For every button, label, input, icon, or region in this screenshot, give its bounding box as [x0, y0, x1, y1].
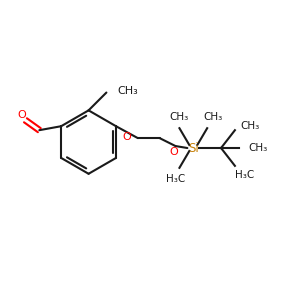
Text: CH₃: CH₃ — [203, 112, 223, 122]
Text: O: O — [123, 132, 131, 142]
Text: H₃C: H₃C — [235, 170, 254, 180]
Text: CH₃: CH₃ — [170, 112, 189, 122]
Text: CH₃: CH₃ — [241, 121, 260, 131]
Text: CH₃: CH₃ — [117, 85, 138, 96]
Text: Si: Si — [188, 142, 199, 154]
Text: O: O — [17, 110, 26, 120]
Text: O: O — [169, 147, 178, 157]
Text: CH₃: CH₃ — [249, 143, 268, 153]
Text: H₃C: H₃C — [166, 174, 185, 184]
